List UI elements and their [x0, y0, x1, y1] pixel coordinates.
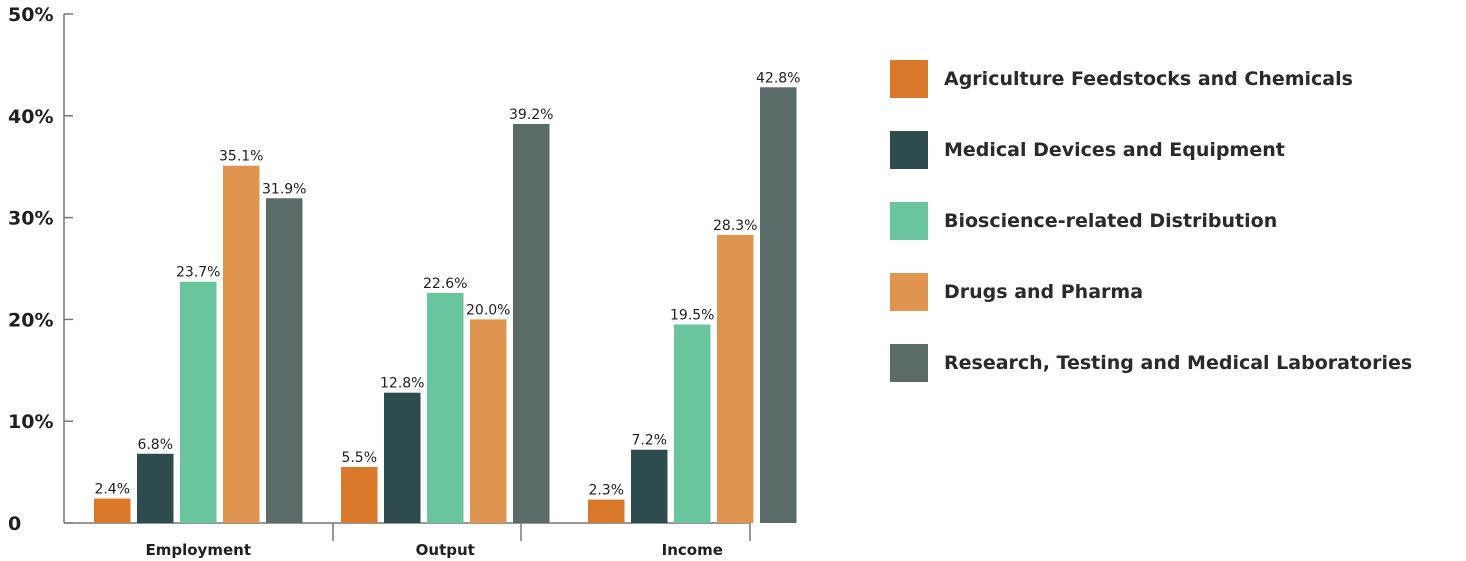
x-tick-label: Employment — [146, 541, 252, 559]
x-tick-label: Income — [662, 541, 723, 559]
data-label: 35.1% — [219, 149, 263, 165]
bar-output-3 — [427, 292, 464, 523]
legend-label: Medical Devices and Equipment — [944, 139, 1285, 161]
x-axis: Employment Output Income — [64, 522, 751, 559]
legend-item: Medical Devices and Equipment — [890, 131, 1460, 169]
legend-label: Drugs and Pharma — [944, 281, 1144, 303]
legend-swatch — [890, 202, 928, 240]
data-label: 12.8% — [380, 376, 424, 392]
bar-output-1 — [341, 467, 378, 523]
bar-chart: 010%20%30%40%50% Employment Output Income … — [8, 4, 800, 559]
legend-swatch — [890, 131, 928, 169]
bar-income-5 — [760, 87, 797, 524]
data-label: 28.3% — [713, 218, 757, 234]
y-tick-label: 50% — [8, 4, 53, 26]
data-label: 2.3% — [588, 483, 624, 499]
legend: Agriculture Feedstocks and Chemicals Medi… — [890, 60, 1460, 415]
bar-employment-4 — [223, 165, 260, 523]
data-labels: 2.4% 6.8% 23.7% 35.1% 31.9% 5.5% 12.8% 22.6% 20.… — [94, 70, 800, 498]
bar-income-3 — [674, 324, 711, 523]
data-label: 42.8% — [756, 70, 800, 86]
bar-output-5 — [513, 123, 550, 523]
legend-item: Research, Testing and Medical Laboratori… — [890, 344, 1460, 382]
bar-output-4 — [470, 319, 507, 523]
x-tick-label: Output — [416, 541, 475, 559]
bar-income-2 — [631, 449, 668, 523]
bar-employment-5 — [266, 198, 303, 523]
legend-label: Agriculture Feedstocks and Chemicals — [944, 68, 1353, 90]
data-label: 7.2% — [631, 433, 667, 449]
legend-label: Research, Testing and Medical Laboratori… — [944, 352, 1413, 374]
data-label: 23.7% — [176, 265, 220, 281]
data-label: 22.6% — [423, 276, 467, 292]
legend-label: Bioscience-related Distribution — [944, 210, 1278, 232]
y-tick-label: 0 — [8, 513, 21, 535]
bar-employment-3 — [180, 281, 217, 523]
bar-income-1 — [588, 499, 625, 523]
data-label: 2.4% — [94, 482, 130, 498]
bar-output-2 — [384, 392, 421, 523]
bar-employment-2 — [137, 453, 174, 523]
legend-item: Bioscience-related Distribution — [890, 202, 1460, 240]
legend-swatch — [890, 60, 928, 98]
y-tick-label: 40% — [8, 106, 53, 128]
data-label: 19.5% — [670, 307, 714, 323]
data-label: 6.8% — [137, 437, 173, 453]
legend-item: Drugs and Pharma — [890, 273, 1460, 311]
legend-swatch — [890, 344, 928, 382]
y-axis: 0 10% 20% 30% 40% 50% — [8, 4, 73, 535]
y-tick-label: 30% — [8, 208, 53, 230]
legend-swatch — [890, 273, 928, 311]
data-label: 31.9% — [262, 181, 306, 197]
bar-income-4 — [717, 234, 754, 523]
bar-employment-1 — [94, 498, 131, 523]
bars — [94, 87, 797, 524]
legend-item: Agriculture Feedstocks and Chemicals — [890, 60, 1460, 98]
y-tick-label: 10% — [8, 411, 53, 433]
data-label: 20.0% — [466, 302, 510, 318]
y-tick-label: 20% — [8, 309, 53, 331]
data-label: 39.2% — [509, 107, 553, 123]
data-label: 5.5% — [341, 450, 377, 466]
